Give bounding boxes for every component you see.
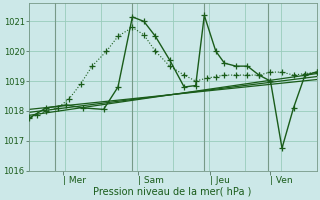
X-axis label: Pression niveau de la mer( hPa ): Pression niveau de la mer( hPa ) xyxy=(93,187,252,197)
